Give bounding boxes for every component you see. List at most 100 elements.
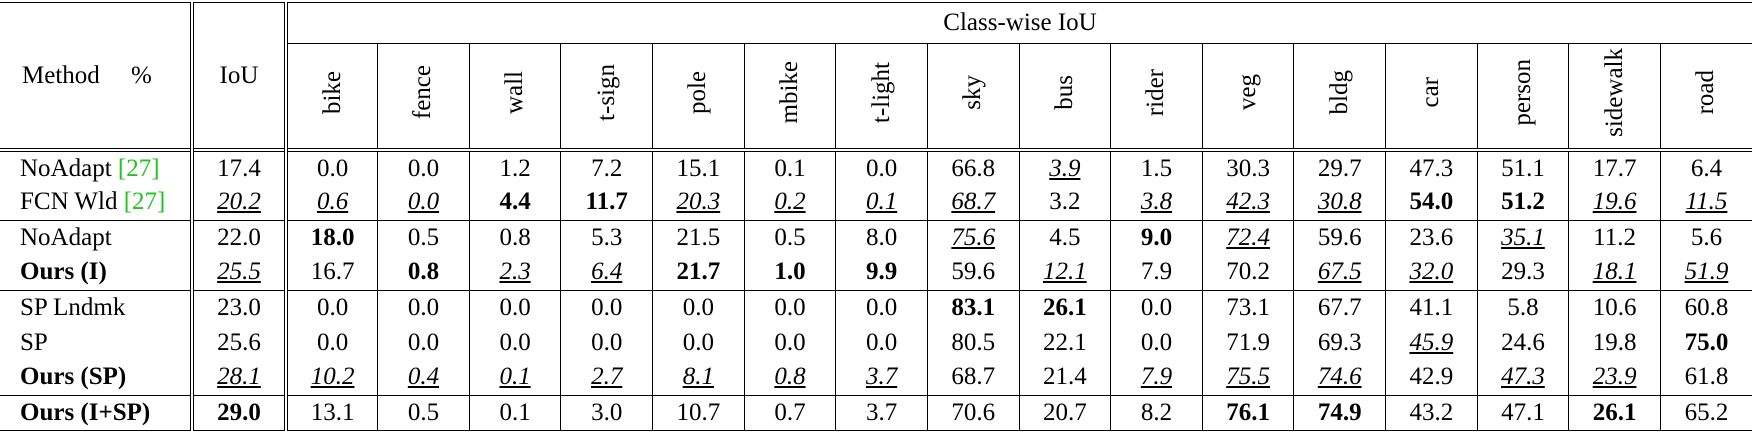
class-iou-cell: 65.2 — [1659, 394, 1752, 431]
class-iou-cell: 42.9 — [1385, 360, 1478, 395]
cell-text: 9.0 — [1140, 223, 1173, 251]
class-iou-cell: 0.1 — [468, 394, 561, 431]
class-iou-cell: 0.5 — [377, 219, 470, 255]
iou-cell: 20.2 — [191, 185, 288, 220]
class-iou-cell: 32.0 — [1385, 255, 1478, 290]
method-name: NoAdapt — [20, 223, 112, 251]
class-iou-cell: 8.1 — [652, 360, 745, 395]
cell-text: 2.7 — [591, 363, 623, 391]
class-iou-cell: 47.3 — [1385, 148, 1478, 185]
class-iou-cell: 0.5 — [743, 219, 836, 255]
class-iou-cell: 24.6 — [1476, 325, 1569, 360]
cell-text: 20.2 — [217, 188, 261, 216]
method-name: Ours (SP) — [20, 363, 127, 391]
class-iou-cell: 21.4 — [1018, 360, 1111, 395]
class-iou-cell: 1.5 — [1110, 148, 1203, 185]
class-iou-cell: 51.1 — [1476, 148, 1569, 185]
cell-text: 47.3 — [1501, 363, 1545, 391]
table-body: NoAdapt [27] 17.4 0.0 0.0 1.2 7.2 15.1 0.1 0.0 66… — [0, 148, 1752, 431]
class-iou-cell: 11.2 — [1568, 219, 1661, 255]
column-header: pole — [652, 43, 745, 150]
class-iou-cell: 23.6 — [1385, 219, 1478, 255]
class-iou-cell: 0.0 — [835, 325, 928, 360]
class-iou-cell: 0.8 — [377, 255, 470, 290]
cell-text: 12.1 — [1042, 258, 1087, 286]
class-iou-cell: 59.6 — [1293, 219, 1386, 255]
cell-text: 75.6 — [951, 223, 996, 251]
class-iou-cell: 5.6 — [1659, 219, 1752, 255]
unit-label: % — [131, 61, 152, 89]
cell-text: 8.1 — [682, 363, 714, 391]
class-iou-cell: 16.7 — [285, 255, 378, 290]
column-header: person — [1476, 43, 1569, 150]
column-label: fence — [409, 65, 437, 120]
class-iou-cell: 70.6 — [926, 394, 1019, 431]
class-iou-cell: 74.6 — [1293, 360, 1386, 395]
method-cell: Ours (I+SP) — [0, 394, 194, 431]
class-iou-cell: 83.1 — [926, 289, 1019, 325]
method-name: Ours (I) — [20, 258, 107, 286]
cell-text: 45.9 — [1409, 328, 1454, 356]
cell-text: 9.9 — [865, 258, 898, 286]
citation: [27] — [123, 188, 166, 216]
class-iou-cell: 0.0 — [652, 325, 745, 360]
table-row: NoAdapt [27] 17.4 0.0 0.0 1.2 7.2 15.1 0.1 0.0 66… — [0, 148, 1752, 185]
cell-text: 30.8 — [1317, 188, 1362, 216]
class-iou-cell: 59.6 — [926, 255, 1019, 290]
iou-cell: 17.4 — [191, 148, 288, 185]
method-name: Ours (I+SP) — [20, 398, 151, 426]
column-header: mbike — [743, 43, 836, 150]
class-iou-cell: 19.6 — [1568, 185, 1661, 220]
class-iou-cell: 26.1 — [1568, 394, 1661, 431]
class-iou-cell: 1.0 — [743, 255, 836, 290]
class-iou-cell: 0.0 — [377, 185, 470, 220]
class-iou-cell: 0.0 — [560, 289, 653, 325]
method-cell: Ours (SP) — [0, 360, 194, 395]
class-iou-cell: 3.0 — [560, 394, 653, 431]
class-iou-cell: 9.9 — [835, 255, 928, 290]
class-iou-cell: 75.0 — [1659, 325, 1752, 360]
class-iou-cell: 0.2 — [743, 185, 836, 220]
iou-header: IoU — [191, 2, 288, 150]
class-iou-cell: 75.5 — [1201, 360, 1294, 395]
class-iou-cell: 0.8 — [468, 219, 561, 255]
method-name: SP — [20, 328, 48, 356]
column-label: road — [1692, 70, 1720, 115]
cell-text: 10.2 — [310, 363, 355, 391]
table-row: Ours (I+SP) 29.0 13.1 0.5 0.1 3.0 10.7 0.7 3.7 70… — [0, 394, 1752, 431]
method-name: SP Lndmk — [20, 293, 126, 321]
class-iou-cell: 7.2 — [560, 148, 653, 185]
class-iou-cell: 51.2 — [1476, 185, 1569, 220]
class-iou-cell: 4.4 — [468, 185, 561, 220]
column-label: pole — [684, 70, 712, 115]
method-cell: SP — [0, 325, 194, 360]
cell-text: 28.1 — [217, 363, 261, 391]
column-header: bike — [285, 43, 378, 150]
class-iou-cell: 0.0 — [743, 325, 836, 360]
table-header: Method % IoU Class-wise IoU bike fence wal… — [0, 2, 1752, 150]
class-iou-cell: 72.4 — [1201, 219, 1294, 255]
class-iou-cell: 0.0 — [285, 289, 378, 325]
class-iou-cell: 0.1 — [468, 360, 561, 395]
class-iou-cell: 0.0 — [560, 325, 653, 360]
class-iou-cell: 20.7 — [1018, 394, 1111, 431]
column-label: sidewalk — [1600, 48, 1628, 137]
class-iou-cell: 47.1 — [1476, 394, 1569, 431]
cell-text: 76.1 — [1226, 398, 1270, 426]
class-iou-cell: 22.1 — [1018, 325, 1111, 360]
column-label: rider — [1142, 68, 1170, 117]
class-iou-cell: 6.4 — [560, 255, 653, 290]
class-iou-cell: 8.2 — [1110, 394, 1203, 431]
class-iou-cell: 68.7 — [926, 185, 1019, 220]
class-iou-cell: 0.0 — [835, 148, 928, 185]
class-iou-cell: 30.3 — [1201, 148, 1294, 185]
class-iou-cell: 30.8 — [1293, 185, 1386, 220]
class-iou-cell: 23.9 — [1568, 360, 1661, 395]
column-label: bldg — [1325, 70, 1353, 115]
iou-cell: 29.0 — [191, 394, 288, 431]
table-row: NoAdapt 22.0 18.0 0.5 0.8 5.3 21.5 0.5 8.0 75.6 4.… — [0, 219, 1752, 255]
column-header: road — [1659, 43, 1752, 150]
column-header: t-sign — [560, 43, 653, 150]
class-iou-cell: 71.9 — [1201, 325, 1294, 360]
cell-text: 29.0 — [217, 398, 261, 426]
